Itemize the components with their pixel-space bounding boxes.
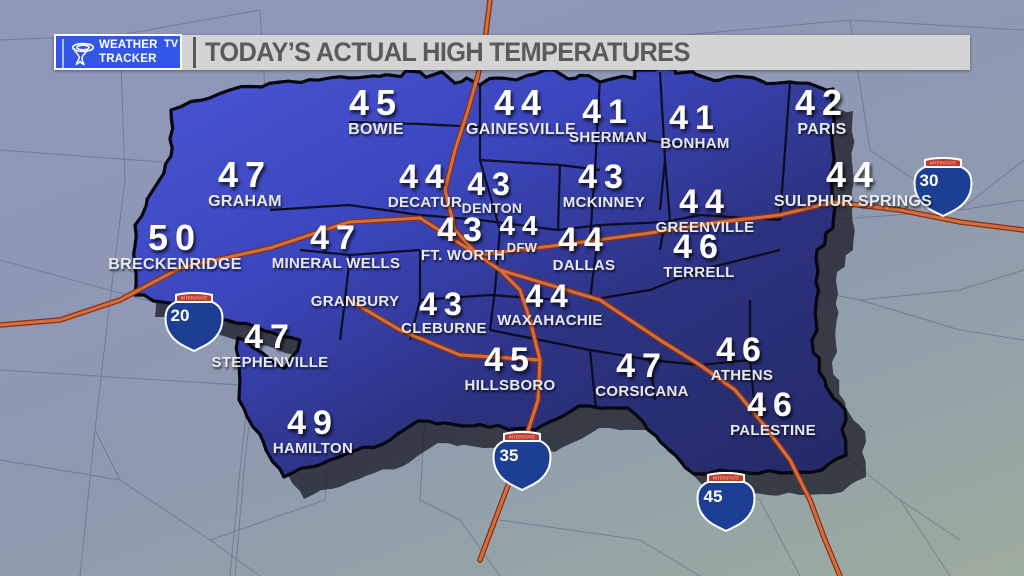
- svg-text:35: 35: [500, 446, 519, 465]
- svg-text:45: 45: [704, 487, 723, 506]
